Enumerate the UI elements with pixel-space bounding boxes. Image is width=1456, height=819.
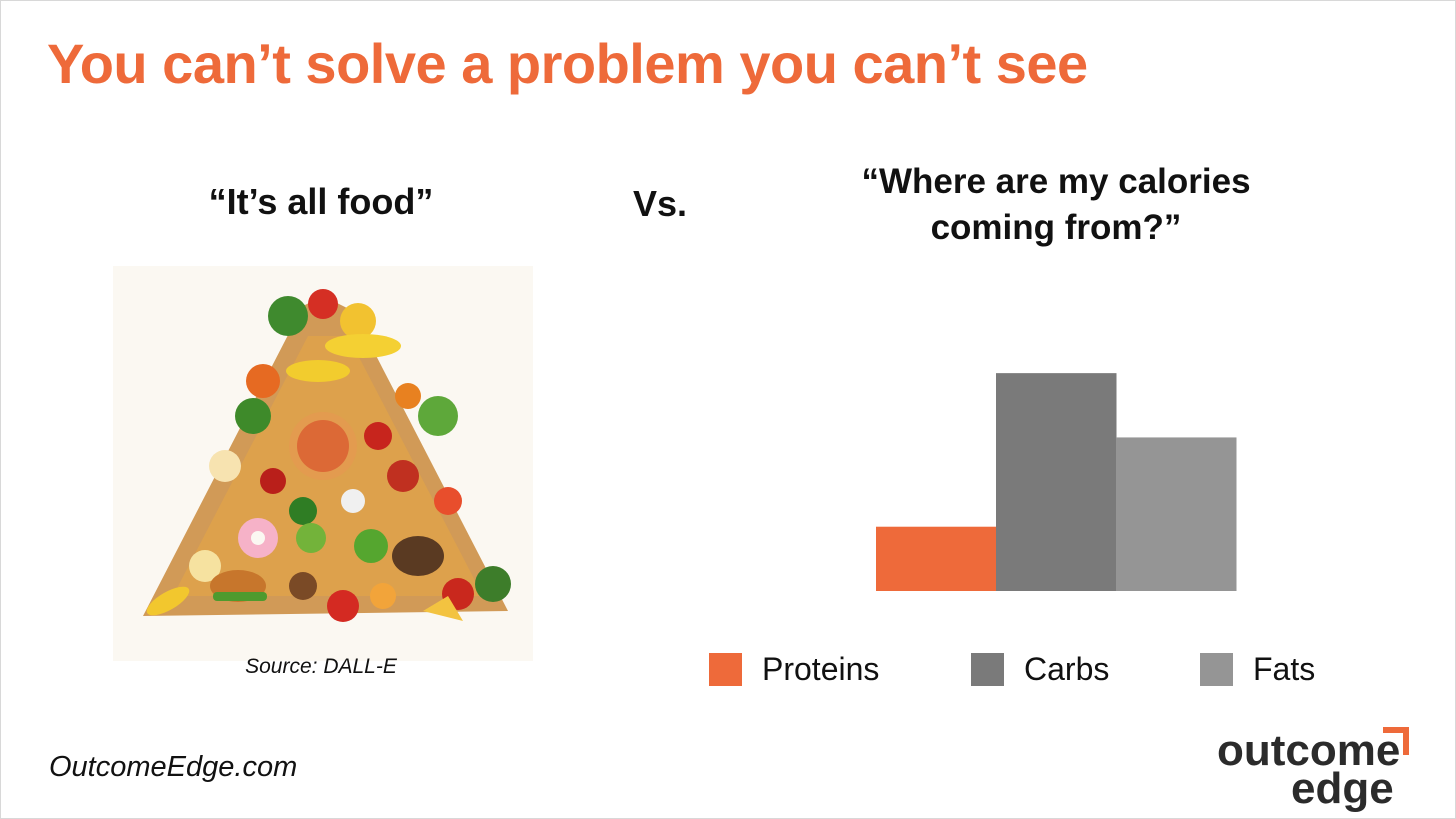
food-pyramid-image bbox=[113, 266, 533, 661]
left-heading: “It’s all food” bbox=[208, 181, 434, 222]
legend-item-proteins: Proteins bbox=[709, 649, 879, 689]
right-heading-line2: coming from?” bbox=[930, 208, 1182, 247]
calorie-bar-chart bbox=[876, 373, 1237, 591]
legend-swatch-proteins bbox=[709, 652, 742, 686]
bar-proteins bbox=[876, 526, 997, 591]
legend-label-proteins: Proteins bbox=[762, 650, 880, 687]
footer-website-link[interactable]: OutcomeEdge.com bbox=[49, 751, 298, 783]
outcome-edge-logo: outcome edge bbox=[1211, 723, 1421, 815]
logo-text-edge: edge bbox=[1291, 764, 1394, 813]
legend-swatch-fats bbox=[1200, 652, 1233, 686]
vs-label: Vs. bbox=[633, 183, 688, 224]
slide-title: You can’t solve a problem you can’t see bbox=[47, 32, 1088, 95]
logo-text-outcome: outcome bbox=[1217, 726, 1401, 775]
legend-label-fats: Fats bbox=[1253, 650, 1316, 687]
legend-item-fats: Fats bbox=[1200, 649, 1315, 689]
logo-corner-mark bbox=[1383, 727, 1409, 755]
right-heading-line1: “Where are my calories bbox=[861, 162, 1251, 201]
legend-swatch-carbs bbox=[971, 652, 1004, 686]
legend-item-carbs: Carbs bbox=[971, 649, 1109, 689]
image-source-caption: Source: DALL-E bbox=[245, 655, 397, 678]
bar-fats bbox=[1116, 437, 1237, 591]
chart-legend: Proteins Carbs Fats bbox=[709, 649, 1349, 689]
right-heading: “Where are my calories coming from?” bbox=[791, 159, 1321, 251]
bar-carbs bbox=[996, 373, 1117, 591]
legend-label-carbs: Carbs bbox=[1024, 650, 1110, 687]
